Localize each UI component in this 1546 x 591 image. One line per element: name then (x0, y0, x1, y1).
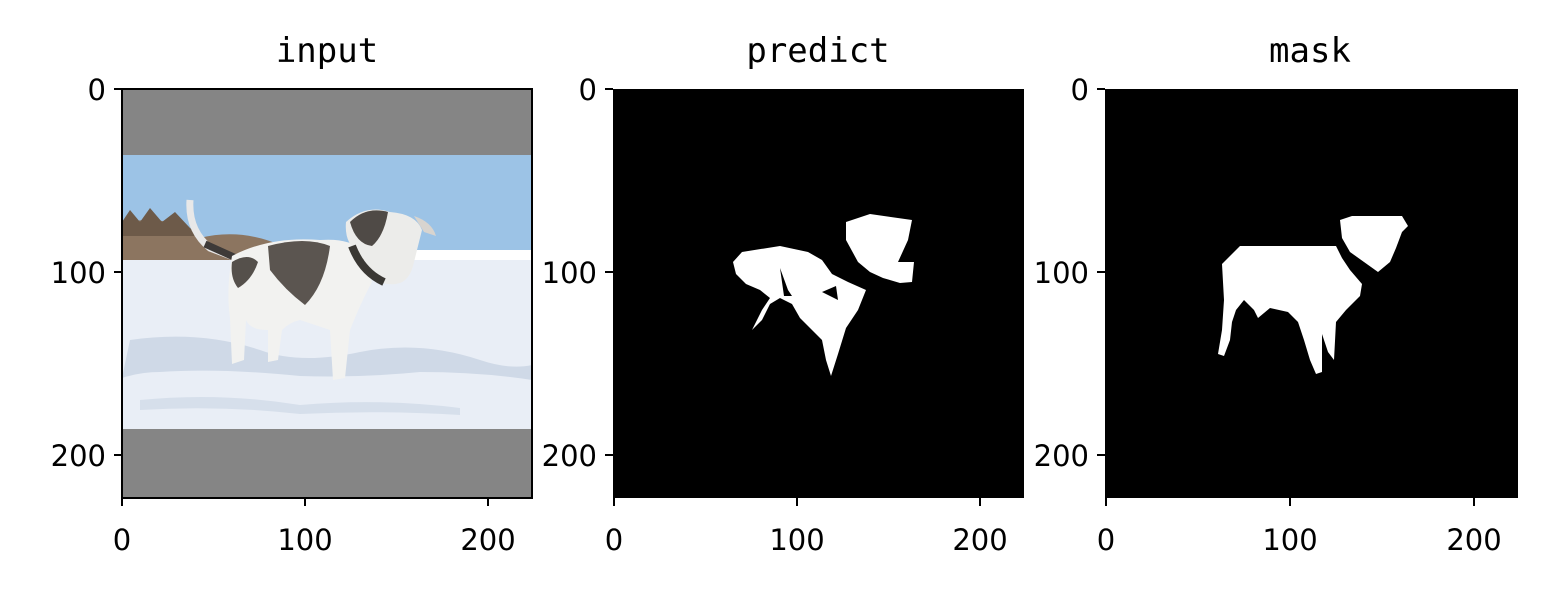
y-tick-label: 100 (1034, 256, 1089, 290)
x-axis: 0 100 200 (113, 498, 516, 557)
mask-blobs (1218, 216, 1408, 374)
x-tick-label: 200 (1446, 523, 1501, 557)
x-tick-label: 100 (1262, 523, 1317, 557)
panel-input: input (51, 31, 533, 557)
panel-title: predict (746, 31, 889, 71)
axes-frame (121, 88, 533, 499)
predict-blobs (733, 214, 914, 376)
x-tick-label: 100 (769, 523, 824, 557)
predict-hole (780, 268, 792, 296)
dog-tail-dark (203, 240, 238, 262)
mask-blob-body (1218, 246, 1362, 374)
dog-body (228, 239, 372, 380)
panel-title: mask (1269, 31, 1351, 71)
dog-collar (348, 244, 386, 286)
snow-shadows (122, 336, 532, 380)
y-tick-label: 0 (1071, 73, 1089, 107)
image-input (122, 89, 532, 498)
y-tick-label: 200 (542, 439, 597, 473)
y-tick-label: 0 (579, 73, 597, 107)
dog-figure (186, 199, 436, 380)
x-axis: 0 100 200 (605, 498, 1008, 557)
x-tick-label: 0 (1097, 523, 1115, 557)
y-axis: 0 100 200 (542, 73, 613, 473)
x-tick-label: 0 (113, 523, 131, 557)
x-tick-label: 0 (605, 523, 623, 557)
panel-mask: mask 0 100 200 0 100 200 (1034, 31, 1518, 557)
panel-predict: predict 0 100 200 0 100 200 (542, 31, 1024, 557)
predict-blob-body (733, 246, 866, 376)
x-axis: 0 100 200 (1097, 498, 1502, 557)
dog-hip-patch (231, 257, 258, 288)
y-tick-label: 200 (1034, 439, 1089, 473)
letterbox-bottom (122, 429, 532, 498)
dog-ear (414, 216, 436, 236)
snow-shadows-2 (140, 396, 460, 415)
y-axis: 0 100 200 (1034, 73, 1105, 473)
dog-head-patch (350, 210, 388, 246)
predict-blob-head (846, 214, 914, 283)
y-tick-label: 100 (542, 256, 597, 290)
panel-title: input (276, 31, 378, 71)
y-tick-label: 100 (51, 256, 106, 290)
x-tick-label: 200 (460, 523, 515, 557)
letterbox-top (122, 89, 532, 155)
dog-patch (268, 241, 330, 305)
y-axis: 0 100 200 (51, 73, 122, 473)
x-tick-label: 200 (952, 523, 1007, 557)
y-tick-label: 200 (51, 439, 106, 473)
photo-trees (122, 208, 200, 236)
x-tick-label: 100 (277, 523, 332, 557)
predict-hole-2 (822, 286, 838, 300)
mask-blob-head (1340, 216, 1408, 272)
y-tick-label: 0 (88, 73, 106, 107)
